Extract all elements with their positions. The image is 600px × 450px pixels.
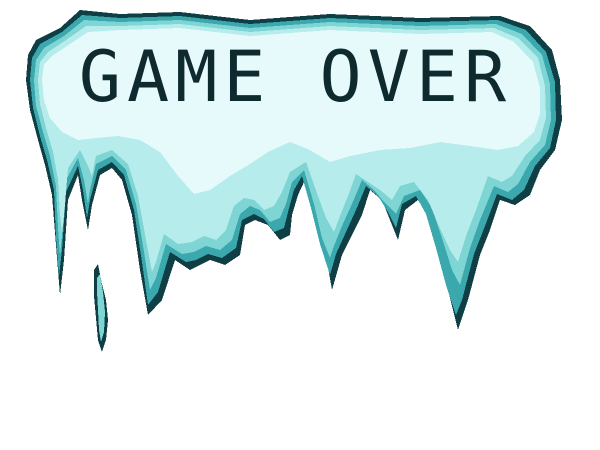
game-over-title: GAME OVER [78,36,513,118]
falling-icicle-shard-inner [97,274,105,342]
snow-cap [42,28,540,194]
